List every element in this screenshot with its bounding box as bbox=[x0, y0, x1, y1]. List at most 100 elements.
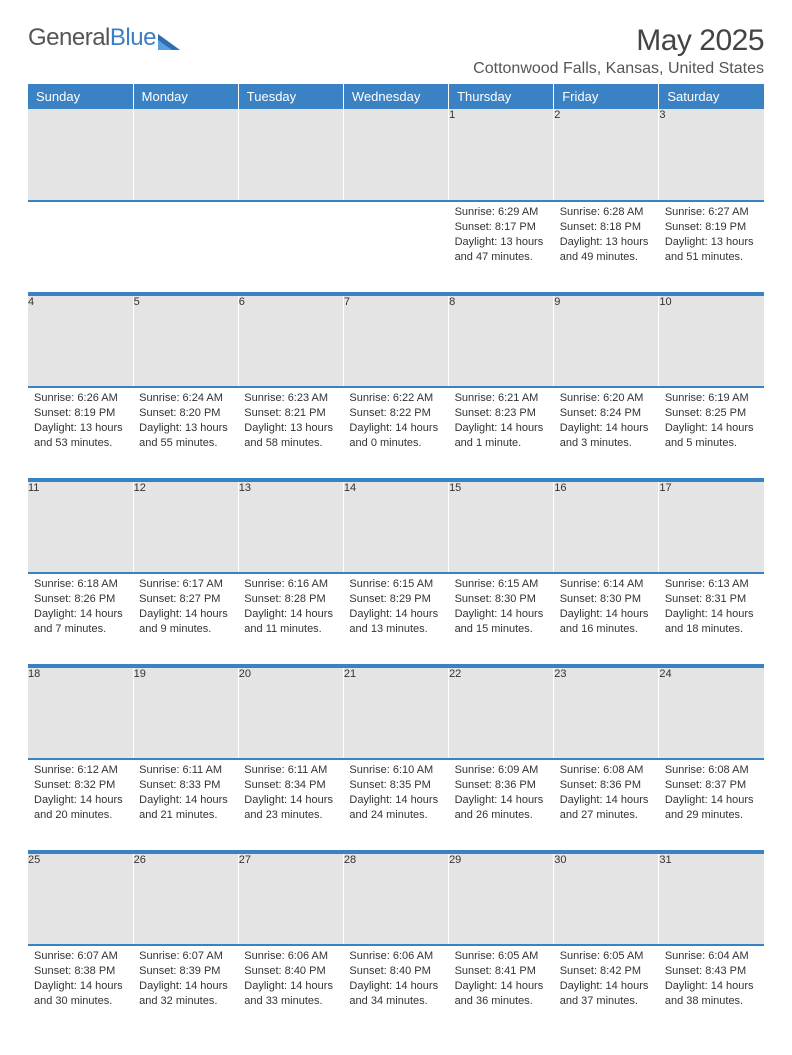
daylight-text: and 37 minutes. bbox=[560, 994, 653, 1009]
logo-text-blue: Blue bbox=[110, 24, 156, 52]
sunset-text: Sunset: 8:27 PM bbox=[139, 592, 232, 607]
day-cell: Sunrise: 6:16 AMSunset: 8:28 PMDaylight:… bbox=[238, 573, 343, 665]
day-cell-body: Sunrise: 6:23 AMSunset: 8:21 PMDaylight:… bbox=[238, 388, 343, 462]
day-number: 25 bbox=[28, 853, 133, 945]
day-number: 20 bbox=[238, 667, 343, 759]
daylight-text: and 38 minutes. bbox=[665, 994, 758, 1009]
day-cell-body: Sunrise: 6:11 AMSunset: 8:33 PMDaylight:… bbox=[133, 760, 238, 834]
day-cell-body: Sunrise: 6:13 AMSunset: 8:31 PMDaylight:… bbox=[659, 574, 764, 648]
day-cell: Sunrise: 6:12 AMSunset: 8:32 PMDaylight:… bbox=[28, 759, 133, 851]
day-cell: Sunrise: 6:05 AMSunset: 8:41 PMDaylight:… bbox=[449, 945, 554, 1037]
sunset-text: Sunset: 8:30 PM bbox=[560, 592, 653, 607]
day-number: 29 bbox=[449, 853, 554, 945]
day-cell: Sunrise: 6:18 AMSunset: 8:26 PMDaylight:… bbox=[28, 573, 133, 665]
day-cell-body: Sunrise: 6:19 AMSunset: 8:25 PMDaylight:… bbox=[659, 388, 764, 462]
day-cell: Sunrise: 6:11 AMSunset: 8:33 PMDaylight:… bbox=[133, 759, 238, 851]
week-row: Sunrise: 6:12 AMSunset: 8:32 PMDaylight:… bbox=[28, 759, 764, 851]
sunset-text: Sunset: 8:29 PM bbox=[349, 592, 442, 607]
day-cell-body bbox=[343, 202, 448, 276]
day-cell-body bbox=[133, 202, 238, 276]
sunset-text: Sunset: 8:18 PM bbox=[560, 220, 653, 235]
day-cell: Sunrise: 6:07 AMSunset: 8:38 PMDaylight:… bbox=[28, 945, 133, 1037]
daylight-text: Daylight: 14 hours bbox=[560, 793, 653, 808]
daylight-text: Daylight: 14 hours bbox=[560, 421, 653, 436]
sunset-text: Sunset: 8:19 PM bbox=[34, 406, 127, 421]
sunrise-text: Sunrise: 6:27 AM bbox=[665, 205, 758, 220]
day-number bbox=[28, 109, 133, 201]
sunrise-text: Sunrise: 6:16 AM bbox=[244, 577, 337, 592]
day-cell-body: Sunrise: 6:15 AMSunset: 8:30 PMDaylight:… bbox=[449, 574, 554, 648]
sunrise-text: Sunrise: 6:26 AM bbox=[34, 391, 127, 406]
day-cell: Sunrise: 6:11 AMSunset: 8:34 PMDaylight:… bbox=[238, 759, 343, 851]
daylight-text: Daylight: 14 hours bbox=[665, 607, 758, 622]
day-cell: Sunrise: 6:14 AMSunset: 8:30 PMDaylight:… bbox=[554, 573, 659, 665]
sunset-text: Sunset: 8:23 PM bbox=[455, 406, 548, 421]
daylight-text: and 34 minutes. bbox=[349, 994, 442, 1009]
daylight-text: and 23 minutes. bbox=[244, 808, 337, 823]
day-number: 4 bbox=[28, 295, 133, 387]
day-cell: Sunrise: 6:26 AMSunset: 8:19 PMDaylight:… bbox=[28, 387, 133, 479]
day-number: 11 bbox=[28, 481, 133, 573]
day-cell: Sunrise: 6:20 AMSunset: 8:24 PMDaylight:… bbox=[554, 387, 659, 479]
day-cell: Sunrise: 6:06 AMSunset: 8:40 PMDaylight:… bbox=[343, 945, 448, 1037]
month-title: May 2025 bbox=[473, 24, 764, 58]
day-number: 13 bbox=[238, 481, 343, 573]
sunrise-text: Sunrise: 6:09 AM bbox=[455, 763, 548, 778]
sunset-text: Sunset: 8:37 PM bbox=[665, 778, 758, 793]
day-cell-body: Sunrise: 6:20 AMSunset: 8:24 PMDaylight:… bbox=[554, 388, 659, 462]
daylight-text: and 33 minutes. bbox=[244, 994, 337, 1009]
day-cell-body: Sunrise: 6:06 AMSunset: 8:40 PMDaylight:… bbox=[238, 946, 343, 1020]
day-cell-body: Sunrise: 6:10 AMSunset: 8:35 PMDaylight:… bbox=[343, 760, 448, 834]
sunset-text: Sunset: 8:32 PM bbox=[34, 778, 127, 793]
daylight-text: Daylight: 13 hours bbox=[139, 421, 232, 436]
daylight-text: Daylight: 14 hours bbox=[34, 607, 127, 622]
day-number: 24 bbox=[659, 667, 764, 759]
sunrise-text: Sunrise: 6:17 AM bbox=[139, 577, 232, 592]
sunset-text: Sunset: 8:28 PM bbox=[244, 592, 337, 607]
daylight-text: Daylight: 14 hours bbox=[244, 607, 337, 622]
daylight-text: and 18 minutes. bbox=[665, 622, 758, 637]
day-cell-body: Sunrise: 6:08 AMSunset: 8:36 PMDaylight:… bbox=[554, 760, 659, 834]
sunrise-text: Sunrise: 6:23 AM bbox=[244, 391, 337, 406]
daylight-text: and 49 minutes. bbox=[560, 250, 653, 265]
day-cell-body: Sunrise: 6:22 AMSunset: 8:22 PMDaylight:… bbox=[343, 388, 448, 462]
day-number: 1 bbox=[449, 109, 554, 201]
daylight-text: Daylight: 14 hours bbox=[139, 607, 232, 622]
daylight-text: Daylight: 13 hours bbox=[244, 421, 337, 436]
day-number: 16 bbox=[554, 481, 659, 573]
sunset-text: Sunset: 8:43 PM bbox=[665, 964, 758, 979]
daylight-text: Daylight: 13 hours bbox=[34, 421, 127, 436]
day-cell bbox=[28, 201, 133, 293]
day-cell: Sunrise: 6:21 AMSunset: 8:23 PMDaylight:… bbox=[449, 387, 554, 479]
day-number: 7 bbox=[343, 295, 448, 387]
daylight-text: Daylight: 13 hours bbox=[665, 235, 758, 250]
daylight-text: and 58 minutes. bbox=[244, 436, 337, 451]
page-header: GeneralBlue May 2025 Cottonwood Falls, K… bbox=[28, 24, 764, 78]
sunset-text: Sunset: 8:42 PM bbox=[560, 964, 653, 979]
sunset-text: Sunset: 8:36 PM bbox=[455, 778, 548, 793]
day-cell-body: Sunrise: 6:17 AMSunset: 8:27 PMDaylight:… bbox=[133, 574, 238, 648]
daynum-row: 123 bbox=[28, 109, 764, 201]
day-cell: Sunrise: 6:07 AMSunset: 8:39 PMDaylight:… bbox=[133, 945, 238, 1037]
week-row: Sunrise: 6:07 AMSunset: 8:38 PMDaylight:… bbox=[28, 945, 764, 1037]
daynum-row: 45678910 bbox=[28, 295, 764, 387]
location-label: Cottonwood Falls, Kansas, United States bbox=[473, 60, 764, 78]
logo-text-gray: General bbox=[28, 24, 110, 52]
day-header: Friday bbox=[554, 84, 659, 109]
daylight-text: Daylight: 14 hours bbox=[455, 421, 548, 436]
daylight-text: and 7 minutes. bbox=[34, 622, 127, 637]
sunrise-text: Sunrise: 6:15 AM bbox=[349, 577, 442, 592]
day-header-row: Sunday Monday Tuesday Wednesday Thursday… bbox=[28, 84, 764, 109]
sunrise-text: Sunrise: 6:10 AM bbox=[349, 763, 442, 778]
day-number: 5 bbox=[133, 295, 238, 387]
day-number: 21 bbox=[343, 667, 448, 759]
daylight-text: Daylight: 14 hours bbox=[665, 979, 758, 994]
daylight-text: Daylight: 14 hours bbox=[455, 793, 548, 808]
day-cell: Sunrise: 6:15 AMSunset: 8:29 PMDaylight:… bbox=[343, 573, 448, 665]
day-header: Wednesday bbox=[343, 84, 448, 109]
daylight-text: and 5 minutes. bbox=[665, 436, 758, 451]
day-cell: Sunrise: 6:19 AMSunset: 8:25 PMDaylight:… bbox=[659, 387, 764, 479]
calendar-page: GeneralBlue May 2025 Cottonwood Falls, K… bbox=[0, 0, 792, 1055]
sunset-text: Sunset: 8:25 PM bbox=[665, 406, 758, 421]
sunset-text: Sunset: 8:39 PM bbox=[139, 964, 232, 979]
